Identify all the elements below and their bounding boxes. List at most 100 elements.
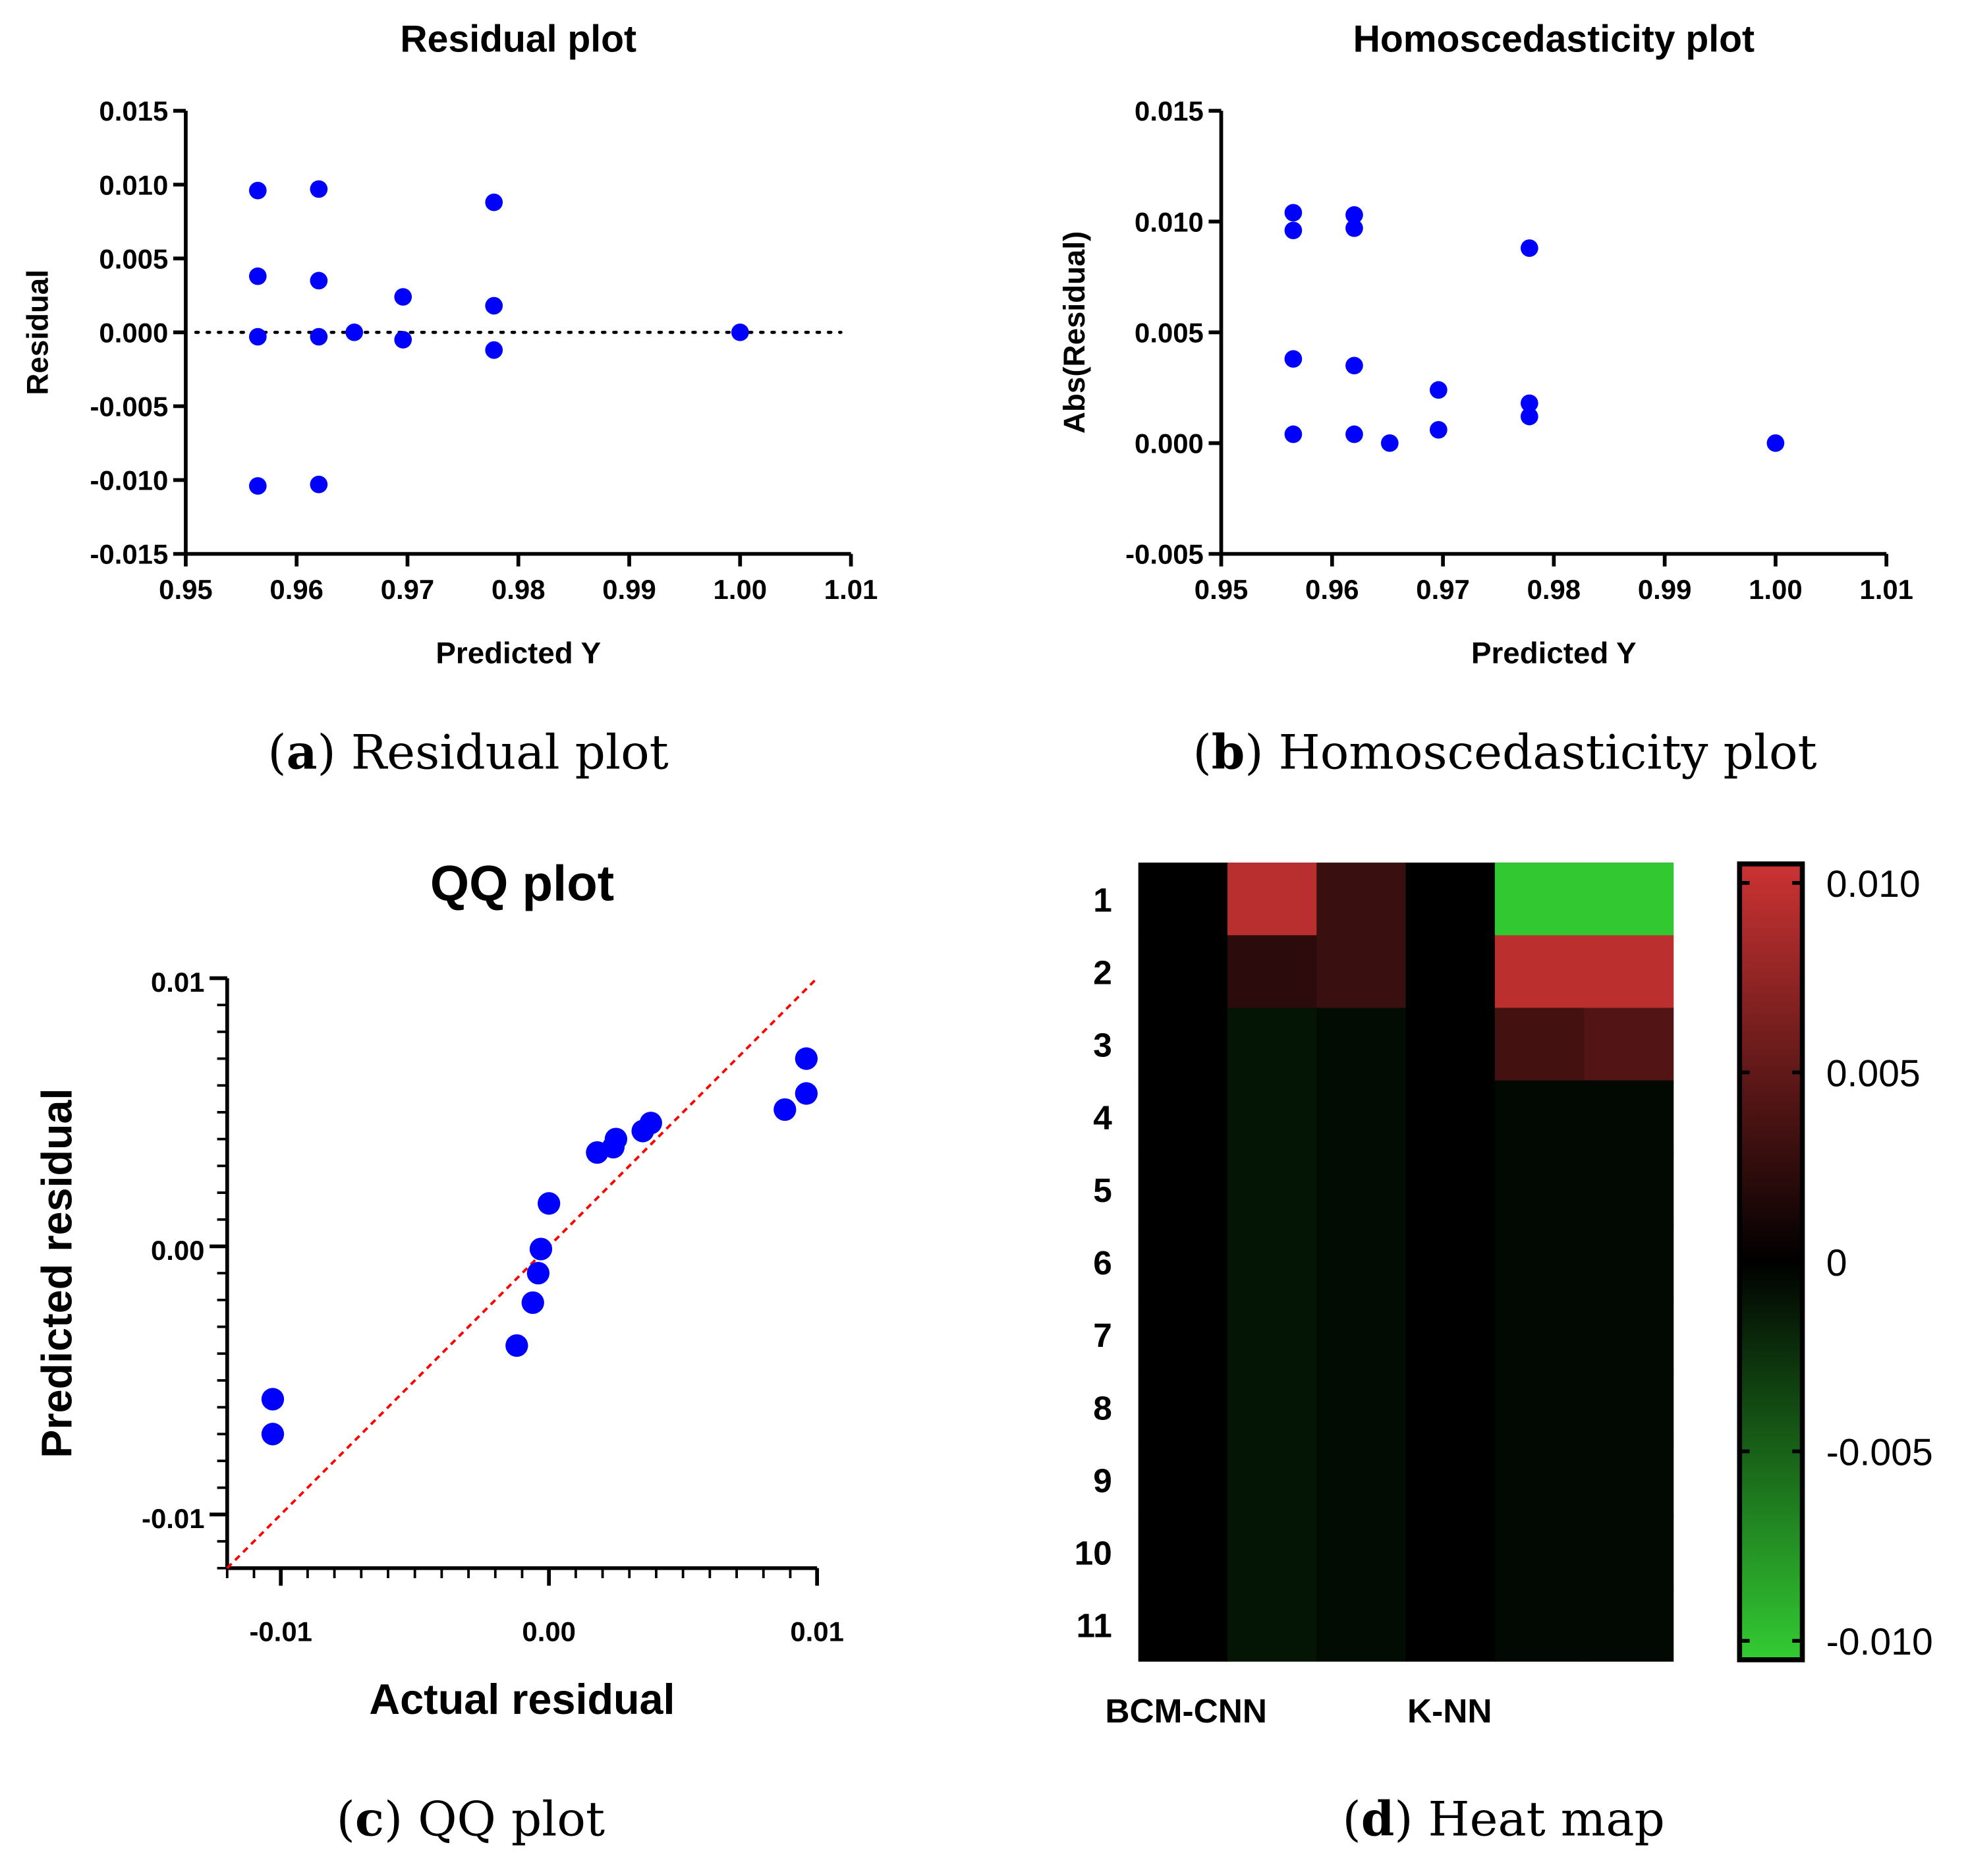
data-point — [1430, 420, 1448, 439]
x-axis-label: Predicted Y — [436, 636, 601, 669]
heatmap-cell — [1316, 1225, 1407, 1299]
chart-title: Homoscedasticity plot — [1353, 18, 1755, 61]
data-point — [1284, 350, 1303, 368]
colorbar-tick-label: -0.010 — [1826, 1621, 1933, 1663]
x-tick-label: 1.00 — [714, 574, 768, 605]
heatmap-cell — [1584, 1152, 1674, 1226]
column-label: K-NN — [1407, 1691, 1492, 1730]
data-point — [1345, 206, 1363, 224]
y-tick-label: 0.005 — [1135, 317, 1204, 348]
column-label: BCM-CNN — [1105, 1691, 1267, 1730]
data-point — [773, 1098, 797, 1122]
heatmap-cell — [1316, 1152, 1407, 1226]
x-tick-label: 0.96 — [1305, 574, 1359, 605]
y-tick-label: 0.015 — [99, 96, 168, 127]
heatmap-cell — [1227, 935, 1318, 1009]
chart-title: QQ plot — [430, 855, 614, 911]
y-tick-label: 0.010 — [99, 169, 168, 200]
heatmap-cell — [1316, 1588, 1407, 1662]
data-point — [1345, 425, 1363, 443]
colorbar: 0.010 0.005 0 -0.005 -0.010 — [1737, 861, 1933, 1663]
data-point — [1521, 407, 1538, 426]
heatmap-cell — [1405, 1152, 1496, 1226]
data-point — [345, 324, 364, 341]
data-point — [1521, 239, 1538, 257]
data-point — [485, 193, 503, 212]
x-tick-label: 0.95 — [1195, 574, 1249, 605]
data-point — [248, 181, 267, 200]
y-tick-label: -0.005 — [1125, 539, 1204, 570]
data-point — [1345, 356, 1363, 375]
heatmap-cell — [1138, 1152, 1229, 1226]
heatmap-cell — [1227, 1080, 1318, 1154]
heatmap-cell — [1138, 863, 1229, 936]
data-point — [604, 1127, 628, 1151]
data-point — [521, 1291, 544, 1315]
y-tick-label: -0.01 — [142, 1503, 204, 1534]
heatmap-cell — [1138, 1225, 1229, 1299]
caption-c: (c) QQ plot — [337, 1792, 605, 1848]
data-point — [485, 341, 503, 359]
row-label: 5 — [1093, 1171, 1112, 1209]
y-tick-label: 0.010 — [1135, 206, 1204, 237]
heatmap-cell — [1138, 1008, 1229, 1081]
data-point — [529, 1237, 553, 1261]
data-point — [1380, 434, 1399, 452]
heatmap-cell — [1584, 1008, 1674, 1081]
heatmap-cell — [1584, 1371, 1674, 1444]
data-point — [248, 477, 267, 495]
x-tick-label: 0.00 — [522, 1616, 576, 1647]
heatmap-cell — [1405, 1516, 1496, 1589]
heatmap-cell — [1584, 1080, 1674, 1154]
row-label: 4 — [1093, 1098, 1112, 1137]
y-axis-label: Predicted residual — [33, 1088, 81, 1458]
x-tick-label: -0.01 — [249, 1616, 312, 1647]
data-point — [1521, 394, 1538, 412]
heatmap-cell — [1138, 1298, 1229, 1372]
data-point — [795, 1047, 818, 1070]
heatmap-cell — [1316, 935, 1407, 1009]
panel-b: Homoscedasticity plot 0.95 0.96 0.97 0.98 0.9… — [1057, 18, 1913, 670]
identity-reference-line — [226, 977, 818, 1570]
row-label: 8 — [1093, 1388, 1112, 1427]
heatmap-cell — [1227, 1225, 1318, 1299]
heatmap-cell — [1584, 935, 1674, 1009]
heatmap-cell — [1494, 1588, 1585, 1662]
x-tick-label: 0.01 — [790, 1616, 844, 1647]
heatmap-cell — [1138, 1443, 1229, 1517]
heatmap-cell — [1494, 1298, 1585, 1372]
data-point — [248, 327, 267, 346]
data-point — [639, 1112, 662, 1135]
x-tick-label: 1.01 — [824, 574, 878, 605]
y-tick-label: -0.005 — [90, 391, 168, 422]
heatmap-cell — [1316, 863, 1407, 936]
colorbar-tick-label: 0 — [1826, 1242, 1847, 1284]
data-point — [310, 180, 328, 198]
data-point — [538, 1192, 561, 1215]
x-tick-label: 0.95 — [159, 574, 213, 605]
heatmap-cell — [1405, 1371, 1496, 1444]
data-point — [1284, 221, 1303, 240]
data-point — [394, 331, 412, 349]
row-label: 10 — [1075, 1534, 1112, 1572]
heatmap-cell — [1227, 1371, 1318, 1444]
row-label: 11 — [1076, 1606, 1111, 1645]
heatmap-cell — [1227, 863, 1318, 936]
caption-d: (d) Heat map — [1342, 1792, 1664, 1848]
data-point — [248, 267, 267, 285]
panel-c: QQ plot -0.01 0.00 0.01 0.01 0.00 -0.01 Actual … — [33, 855, 844, 1722]
data-point — [394, 288, 412, 306]
x-tick-label: 0.98 — [1527, 574, 1581, 605]
data-point — [310, 327, 328, 346]
heatmap-cell — [1494, 1371, 1585, 1444]
data-point — [310, 271, 328, 290]
y-tick-label: 0.000 — [1135, 428, 1204, 459]
panel-a: Residual plot 0.95 0.96 0.97 0.98 0.99 1.00 1.0… — [20, 18, 878, 670]
x-tick-label: 0.99 — [602, 574, 656, 605]
heatmap-cell — [1494, 935, 1585, 1009]
x-tick-label: 0.96 — [269, 574, 323, 605]
heatmap-cell — [1494, 1225, 1585, 1299]
heatmap-cell — [1227, 1516, 1318, 1589]
colorbar-tick-label: -0.005 — [1826, 1431, 1933, 1473]
heatmap-cell — [1405, 1225, 1496, 1299]
